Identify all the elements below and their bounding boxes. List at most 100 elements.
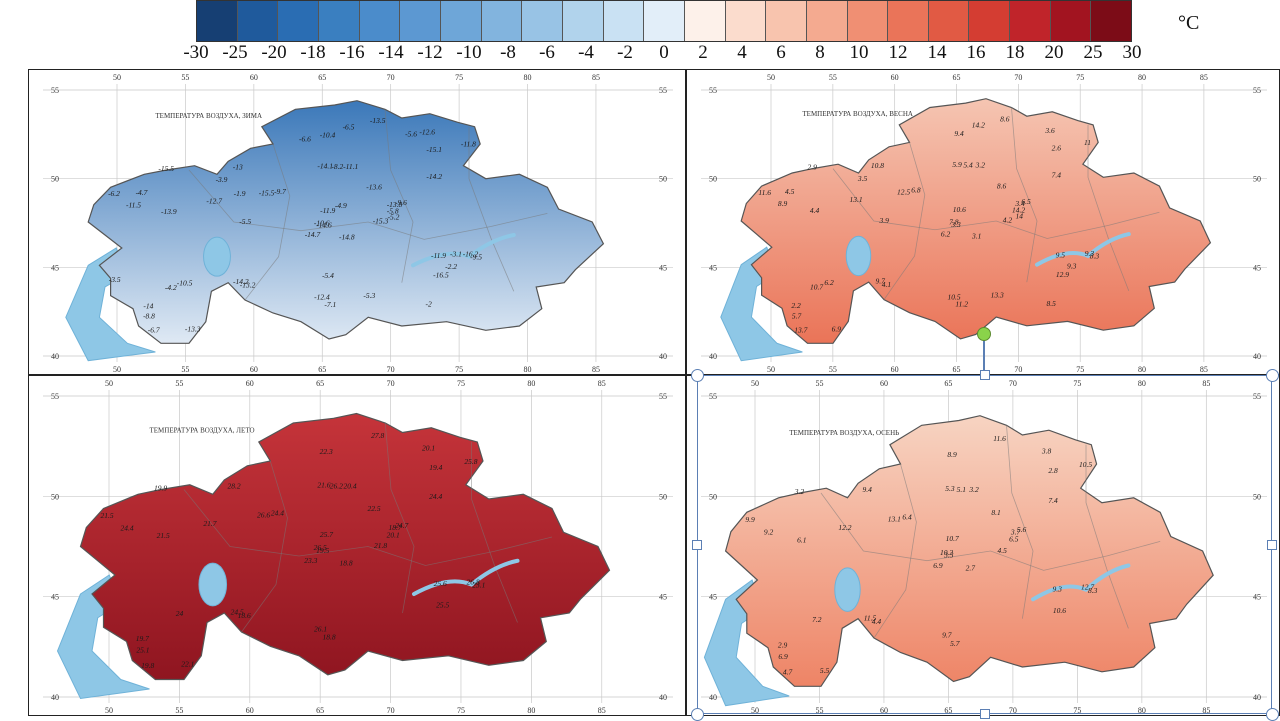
longitude-tick-bottom: 65 <box>316 706 324 715</box>
station-value: -15.1 <box>426 145 442 154</box>
latitude-tick-left: 40 <box>709 352 717 361</box>
station-value: -13.6 <box>366 183 382 192</box>
station-value: 24.5 <box>231 608 244 617</box>
station-value: 4.2 <box>1003 216 1013 225</box>
longitude-tick-bottom: 60 <box>250 365 258 374</box>
resize-handle-top-right[interactable] <box>1266 369 1279 382</box>
longitude-tick-bottom: 50 <box>767 365 775 374</box>
station-value: 5.5 <box>820 666 830 675</box>
station-value: 10.5 <box>948 292 961 301</box>
station-value: -9.7 <box>274 187 286 196</box>
longitude-tick-bottom: 80 <box>1138 365 1146 374</box>
station-value: 10.2 <box>940 548 953 557</box>
station-value: -7.1 <box>324 300 336 309</box>
latitude-tick-left: 45 <box>709 593 717 602</box>
map-title: ТЕМПЕРАТУРА ВОЗДУХА, ЗИМА <box>155 112 262 120</box>
station-value: -4.9 <box>335 201 347 210</box>
legend-swatch <box>359 1 401 41</box>
map-title: ТЕМПЕРАТУРА ВОЗДУХА, ОСЕНЬ <box>789 429 899 437</box>
station-value: -12.7 <box>206 196 222 205</box>
longitude-tick-top: 85 <box>1200 73 1208 82</box>
longitude-tick-bottom: 60 <box>246 706 254 715</box>
station-value: 3.9 <box>879 216 890 225</box>
station-value: -3.1 <box>450 250 462 259</box>
station-value: 6.9 <box>933 561 943 570</box>
legend-swatch <box>928 1 970 41</box>
resize-handle-bottom[interactable] <box>980 709 990 719</box>
legend-swatch <box>766 1 807 41</box>
longitude-tick-top: 60 <box>891 73 899 82</box>
station-value: 20.1 <box>387 530 400 539</box>
station-value: -15.5 <box>158 164 174 173</box>
station-value: -11.9 <box>431 251 446 260</box>
station-value: 3.3 <box>950 220 961 229</box>
station-value: 10.7 <box>946 534 959 543</box>
resize-handle-left[interactable] <box>692 540 702 550</box>
map-panel-winter[interactable]: 50 50 55 55 60 60 65 65 70 70 75 75 80 80 85 85 55 55 50 50… <box>28 69 686 375</box>
longitude-tick-top: 70 <box>387 379 395 388</box>
station-value: -9.5 <box>470 252 482 261</box>
legend-tick-label: -14 <box>378 42 404 63</box>
lake-balkhash <box>1031 563 1131 602</box>
longitude-tick-top: 55 <box>815 379 823 388</box>
station-value: 5.7 <box>792 311 802 320</box>
station-value: 23.1 <box>472 581 485 590</box>
station-value: 6.9 <box>832 324 842 333</box>
map-panel-spring[interactable]: 50 50 55 55 60 60 65 65 70 70 75 75 80 80 85 85 55 55 50 50… <box>686 69 1280 375</box>
station-value: 10.7 <box>810 282 823 291</box>
latitude-tick-right: 40 <box>1253 352 1261 361</box>
station-value: 2.2 <box>791 301 801 310</box>
resize-handle-bottom-right[interactable] <box>1266 708 1279 721</box>
station-value: -5.6 <box>405 130 417 139</box>
station-value: 11.5 <box>864 613 877 622</box>
legend-tick-label: -2 <box>617 42 633 63</box>
station-value: -1.9 <box>234 189 246 198</box>
legend-swatch <box>400 1 441 41</box>
map-title: ТЕМПЕРАТУРА ВОЗДУХА, ВЕСНА <box>802 110 913 118</box>
map-panel-autumn[interactable]: 50 50 55 55 60 60 65 65 70 70 75 75 80 80 85 85 55 55 50 50… <box>686 375 1280 716</box>
station-value: 22.1 <box>181 660 194 669</box>
latitude-tick-left: 50 <box>51 175 59 184</box>
station-value: 8.3 <box>1088 586 1098 595</box>
unit-label: °C <box>1178 12 1200 34</box>
station-value: 9.4 <box>954 129 964 138</box>
legend-swatch <box>684 1 726 41</box>
rotation-handle[interactable] <box>977 327 991 341</box>
station-value: -6.5 <box>343 122 355 131</box>
legend-tick-label: -16 <box>339 42 365 63</box>
longitude-tick-bottom: 80 <box>524 365 532 374</box>
longitude-tick-top: 50 <box>767 73 775 82</box>
station-value: 19.4 <box>429 463 442 472</box>
station-value: 25.6 <box>434 579 447 588</box>
legend-tick-label: 10 <box>849 42 869 63</box>
station-value: -3.5 <box>109 275 121 284</box>
resize-handle-bottom-left[interactable] <box>691 708 704 721</box>
resize-handle-top-left[interactable] <box>691 369 704 382</box>
station-value: 20.1 <box>422 444 435 453</box>
station-value: -14.7 <box>305 230 321 239</box>
resize-handle-top[interactable] <box>980 370 990 380</box>
longitude-tick-bottom: 75 <box>455 365 463 374</box>
kazakhstan-territory <box>87 100 605 344</box>
station-value: 8.6 <box>1000 115 1010 124</box>
resize-handle-right[interactable] <box>1267 540 1277 550</box>
longitude-tick-bottom: 85 <box>592 365 600 374</box>
station-value: 18.8 <box>339 559 352 568</box>
longitude-tick-top: 85 <box>1202 379 1210 388</box>
longitude-tick-top: 80 <box>1138 73 1146 82</box>
legend-tick-label: 30 <box>1122 42 1142 63</box>
region-borders <box>820 425 1161 639</box>
map-panel-summer[interactable]: 50 50 55 55 60 60 65 65 70 70 75 75 80 80 85 85 55 55 50 50… <box>28 375 686 716</box>
station-value: 13.3 <box>991 291 1004 300</box>
station-value: -12.4 <box>314 293 330 302</box>
station-value: 21.5 <box>157 531 170 540</box>
latitude-tick-left: 50 <box>709 175 717 184</box>
station-value: 5.3 <box>945 484 955 493</box>
longitude-tick-bottom: 50 <box>105 706 113 715</box>
station-value: 8.3 <box>1090 252 1100 261</box>
station-value: 10.8 <box>871 161 884 170</box>
station-value: -10.5 <box>177 278 193 287</box>
station-value: -11.5 <box>126 200 141 209</box>
station-value: -5.4 <box>322 271 334 280</box>
longitude-tick-top: 70 <box>1009 379 1017 388</box>
